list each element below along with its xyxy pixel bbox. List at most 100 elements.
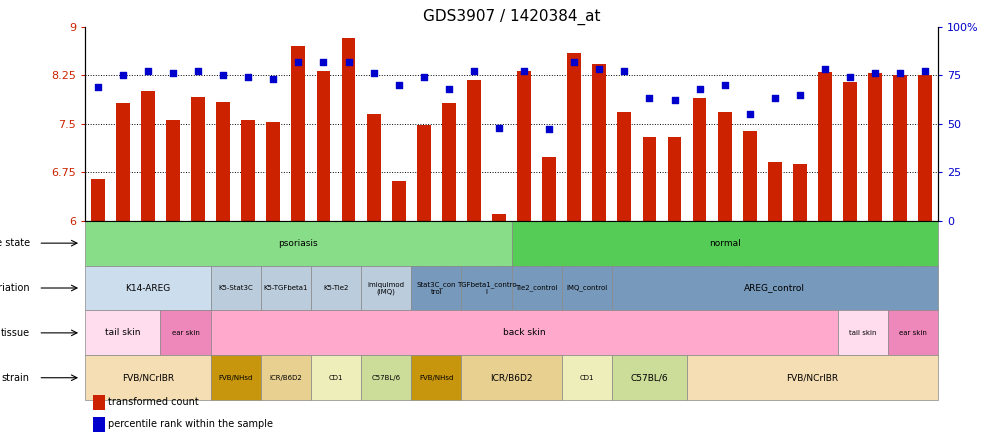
Point bbox=[315, 58, 331, 65]
Text: percentile rank within the sample: percentile rank within the sample bbox=[108, 419, 273, 429]
Bar bbox=[361, 266, 411, 310]
Bar bbox=[442, 103, 455, 221]
Point bbox=[917, 68, 933, 75]
Bar bbox=[92, 416, 105, 432]
Text: tail skin: tail skin bbox=[105, 329, 140, 337]
Bar bbox=[837, 310, 887, 355]
Text: normal: normal bbox=[708, 238, 739, 248]
Bar bbox=[818, 72, 831, 221]
Point bbox=[792, 91, 808, 98]
Point bbox=[516, 68, 532, 75]
Bar bbox=[317, 71, 330, 221]
Text: psoriasis: psoriasis bbox=[279, 238, 318, 248]
Point bbox=[164, 70, 181, 77]
Text: back skin: back skin bbox=[502, 329, 545, 337]
Bar bbox=[686, 355, 937, 400]
Bar bbox=[85, 310, 160, 355]
Point bbox=[265, 75, 281, 83]
Bar bbox=[166, 120, 179, 221]
Text: K5-TGFbeta1: K5-TGFbeta1 bbox=[264, 285, 308, 291]
Point bbox=[365, 70, 381, 77]
Text: imiquimod
(IMQ): imiquimod (IMQ) bbox=[368, 281, 404, 294]
Bar bbox=[241, 120, 255, 221]
Bar bbox=[160, 310, 210, 355]
Bar bbox=[511, 221, 937, 266]
Bar bbox=[91, 178, 104, 221]
Point bbox=[115, 71, 130, 79]
Bar bbox=[85, 221, 511, 266]
Bar bbox=[361, 355, 411, 400]
Point bbox=[691, 85, 707, 92]
Text: C57BL/6: C57BL/6 bbox=[630, 373, 667, 382]
Point bbox=[767, 95, 783, 102]
Bar bbox=[141, 91, 154, 221]
Bar bbox=[411, 355, 461, 400]
Text: ICR/B6D2: ICR/B6D2 bbox=[270, 375, 302, 381]
Bar bbox=[642, 137, 655, 221]
Bar bbox=[311, 355, 361, 400]
Bar bbox=[567, 52, 580, 221]
Point bbox=[866, 70, 883, 77]
Point bbox=[591, 66, 607, 73]
Bar bbox=[692, 98, 705, 221]
Bar bbox=[292, 46, 305, 221]
Bar bbox=[667, 137, 680, 221]
Bar bbox=[611, 355, 686, 400]
Text: FVB/NCrIBR: FVB/NCrIBR bbox=[786, 373, 838, 382]
Bar bbox=[492, 214, 505, 221]
Bar bbox=[92, 395, 105, 410]
Text: ICR/B6D2: ICR/B6D2 bbox=[490, 373, 532, 382]
Bar bbox=[611, 266, 937, 310]
Point bbox=[341, 58, 357, 65]
Bar bbox=[617, 112, 630, 221]
Bar bbox=[411, 266, 461, 310]
Text: C57BL/6: C57BL/6 bbox=[371, 375, 401, 381]
Title: GDS3907 / 1420384_at: GDS3907 / 1420384_at bbox=[423, 9, 599, 25]
Bar bbox=[511, 266, 561, 310]
Text: TGFbeta1_contro
l: TGFbeta1_contro l bbox=[456, 281, 516, 295]
Bar bbox=[261, 266, 311, 310]
Bar bbox=[717, 112, 730, 221]
Point bbox=[565, 58, 581, 65]
Text: FVB/NHsd: FVB/NHsd bbox=[419, 375, 453, 381]
Point bbox=[716, 81, 732, 88]
Bar bbox=[261, 355, 311, 400]
Bar bbox=[267, 123, 280, 221]
Point bbox=[140, 68, 156, 75]
Bar bbox=[542, 157, 555, 221]
Bar bbox=[893, 75, 906, 221]
Point bbox=[466, 68, 482, 75]
Text: tail skin: tail skin bbox=[848, 330, 876, 336]
Bar bbox=[592, 64, 605, 221]
Bar bbox=[210, 355, 261, 400]
Point bbox=[842, 74, 858, 81]
Point bbox=[240, 74, 257, 81]
Bar bbox=[392, 181, 405, 221]
Text: CD1: CD1 bbox=[579, 375, 593, 381]
Text: FVB/NCrIBR: FVB/NCrIBR bbox=[122, 373, 173, 382]
Point bbox=[741, 111, 758, 118]
Text: genotype/variation: genotype/variation bbox=[0, 283, 30, 293]
Bar bbox=[85, 355, 210, 400]
Point bbox=[615, 68, 632, 75]
Bar bbox=[461, 266, 511, 310]
Bar bbox=[311, 266, 361, 310]
Bar bbox=[768, 163, 781, 221]
Point bbox=[541, 126, 557, 133]
Bar bbox=[417, 125, 430, 221]
Bar bbox=[843, 82, 856, 221]
Text: disease state: disease state bbox=[0, 238, 30, 248]
Point bbox=[215, 71, 231, 79]
Text: transformed count: transformed count bbox=[108, 397, 198, 407]
Bar bbox=[210, 310, 837, 355]
Point bbox=[641, 95, 657, 102]
Bar bbox=[116, 103, 129, 221]
Bar bbox=[467, 79, 480, 221]
Bar bbox=[887, 310, 937, 355]
Point bbox=[892, 70, 908, 77]
Point bbox=[666, 97, 682, 104]
Bar bbox=[85, 266, 210, 310]
Point bbox=[415, 74, 431, 81]
Bar bbox=[742, 131, 756, 221]
Text: CD1: CD1 bbox=[329, 375, 343, 381]
